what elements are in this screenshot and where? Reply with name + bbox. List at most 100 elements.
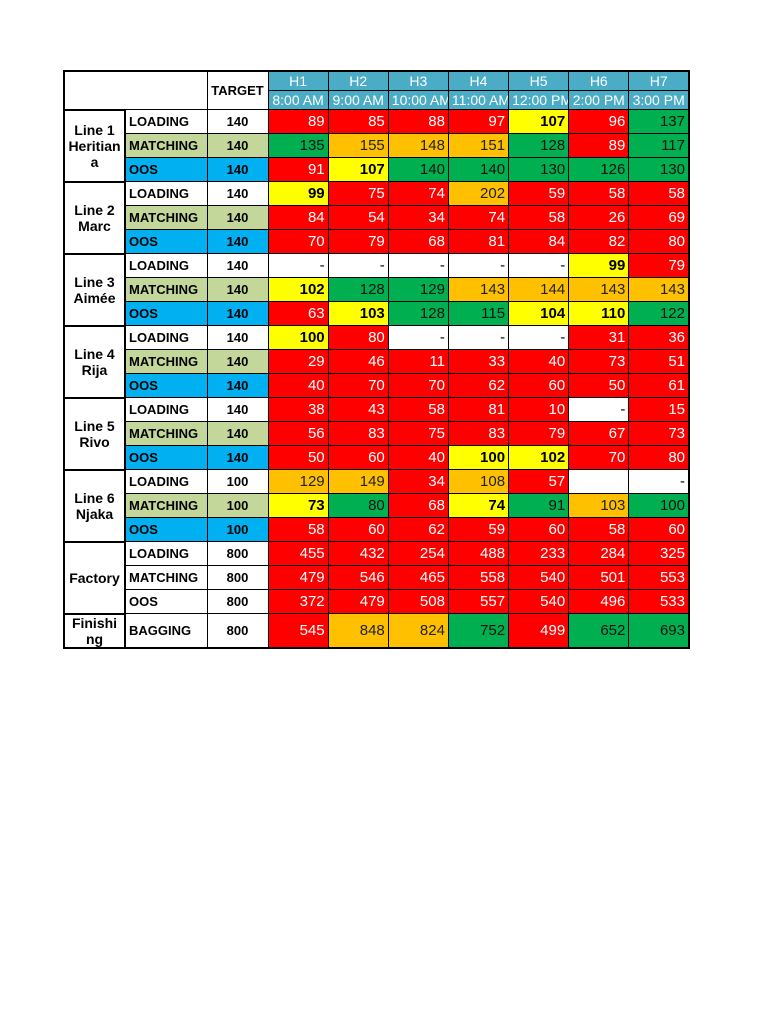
group-label: Line 5 Rivo bbox=[63, 396, 126, 471]
process-label: OOS bbox=[124, 445, 208, 470]
group-label: Line 2 Marc bbox=[63, 180, 126, 255]
hour-value: 488 bbox=[447, 541, 510, 566]
hour-value: 50 bbox=[267, 445, 329, 470]
data-row: OOS 140 40 70 70 62 60 50 61 bbox=[64, 373, 690, 398]
status-table: TARGET H1 H2 H3 H4 H5 H6 H7 8:00 AM 9:00 AM 10:00 … bbox=[63, 70, 690, 649]
process-label: LOADING bbox=[124, 325, 208, 350]
target-value: 140 bbox=[206, 157, 269, 182]
hour-value: 540 bbox=[508, 565, 570, 590]
target-value: 140 bbox=[206, 325, 269, 350]
hour-value: 73 bbox=[267, 493, 329, 518]
hour-value: 91 bbox=[508, 493, 570, 518]
hour-value: 43 bbox=[327, 397, 389, 422]
target-header: TARGET bbox=[206, 70, 269, 110]
hour-value: 91 bbox=[267, 157, 329, 182]
process-label: OOS bbox=[124, 229, 208, 254]
hour-value: 501 bbox=[568, 565, 630, 590]
hour-value: 432 bbox=[327, 541, 389, 566]
data-row: OOS 140 70 79 68 81 84 82 80 bbox=[64, 229, 690, 254]
process-label: MATCHING bbox=[124, 565, 208, 590]
hour-value: 83 bbox=[327, 421, 389, 446]
hour-value: 143 bbox=[447, 277, 510, 302]
hour-value: 60 bbox=[508, 373, 570, 398]
hour-value: 70 bbox=[568, 445, 630, 470]
hour-value: 202 bbox=[447, 181, 510, 206]
process-label: LOADING bbox=[124, 397, 208, 422]
hour-time: 11:00 AM bbox=[447, 90, 510, 110]
hour-value: 62 bbox=[387, 517, 449, 542]
hour-value: 73 bbox=[568, 349, 630, 374]
hour-label: H6 bbox=[568, 70, 630, 91]
hour-value: 115 bbox=[447, 301, 510, 326]
hour-value: 325 bbox=[628, 541, 690, 566]
process-label: LOADING bbox=[124, 469, 208, 494]
hour-value: 75 bbox=[327, 181, 389, 206]
process-label: OOS bbox=[124, 589, 208, 614]
hour-value: 104 bbox=[508, 301, 570, 326]
hour-value: 652 bbox=[568, 613, 630, 648]
hour-value: 130 bbox=[508, 157, 570, 182]
hour-time: 8:00 AM bbox=[267, 90, 329, 110]
hour-value: 54 bbox=[327, 205, 389, 230]
hour-value: - bbox=[327, 253, 389, 278]
process-label: MATCHING bbox=[124, 205, 208, 230]
data-row: Line 2 Marc LOADING 140 99 75 74 202 59 58 58 bbox=[63, 180, 690, 255]
hour-value: 372 bbox=[267, 589, 329, 614]
data-row: MATCHING 140 135 155 148 151 128 89 117 bbox=[64, 133, 690, 158]
hour-value: 88 bbox=[387, 109, 449, 134]
hour-value: 103 bbox=[327, 301, 389, 326]
data-row: Factory LOADING 800 455 432 254 488 233 284 325 bbox=[63, 540, 690, 615]
hour-value: 100 bbox=[447, 445, 510, 470]
hour-value: 117 bbox=[628, 133, 690, 158]
target-value: 100 bbox=[206, 517, 269, 542]
hour-value: 110 bbox=[568, 301, 630, 326]
hour-value: 129 bbox=[267, 469, 329, 494]
hour-value: - bbox=[447, 253, 510, 278]
hour-value: 143 bbox=[628, 277, 690, 302]
hour-value: 465 bbox=[387, 565, 449, 590]
target-value: 800 bbox=[206, 541, 269, 566]
hour-value: 102 bbox=[508, 445, 570, 470]
target-value: 140 bbox=[206, 373, 269, 398]
target-value: 140 bbox=[206, 181, 269, 206]
hour-value: 81 bbox=[447, 397, 510, 422]
hour-value: 74 bbox=[447, 493, 510, 518]
target-value: 800 bbox=[206, 613, 269, 648]
hour-value: 108 bbox=[447, 469, 510, 494]
hour-value: 135 bbox=[267, 133, 329, 158]
hour-value: 73 bbox=[628, 421, 690, 446]
hour-value: 99 bbox=[568, 253, 630, 278]
hour-value: 545 bbox=[267, 613, 329, 648]
hour-value: 57 bbox=[508, 469, 570, 494]
hour-label: H5 bbox=[508, 70, 570, 91]
hour-value: 60 bbox=[508, 517, 570, 542]
group-label: Line 4 Rija bbox=[63, 324, 126, 399]
hour-value: 59 bbox=[508, 181, 570, 206]
target-value: 140 bbox=[206, 229, 269, 254]
target-value: 140 bbox=[206, 277, 269, 302]
hour-value: 58 bbox=[568, 517, 630, 542]
target-value: 140 bbox=[206, 421, 269, 446]
data-row: MATCHING 140 102 128 129 143 144 143 143 bbox=[64, 277, 690, 302]
hour-value: 479 bbox=[327, 589, 389, 614]
hour-value: 479 bbox=[267, 565, 329, 590]
hour-value: 107 bbox=[327, 157, 389, 182]
hour-label: H3 bbox=[387, 70, 449, 91]
data-row: OOS 140 50 60 40 100 102 70 80 bbox=[64, 445, 690, 470]
hour-value: 129 bbox=[387, 277, 449, 302]
hour-value: 140 bbox=[387, 157, 449, 182]
data-row: OOS 140 91 107 140 140 130 126 130 bbox=[64, 157, 690, 182]
hour-value: 40 bbox=[508, 349, 570, 374]
data-row: Line 5 Rivo LOADING 140 38 43 58 81 10-15 bbox=[63, 396, 690, 471]
hour-time: 9:00 AM bbox=[327, 90, 389, 110]
process-label: MATCHING bbox=[124, 421, 208, 446]
hour-value: 58 bbox=[267, 517, 329, 542]
target-value: 140 bbox=[206, 253, 269, 278]
target-value: 140 bbox=[206, 397, 269, 422]
hour-value: 60 bbox=[628, 517, 690, 542]
hour-value: 56 bbox=[267, 421, 329, 446]
hour-value: 68 bbox=[387, 493, 449, 518]
hour-value: 79 bbox=[628, 253, 690, 278]
process-label: LOADING bbox=[124, 253, 208, 278]
process-label: MATCHING bbox=[124, 493, 208, 518]
